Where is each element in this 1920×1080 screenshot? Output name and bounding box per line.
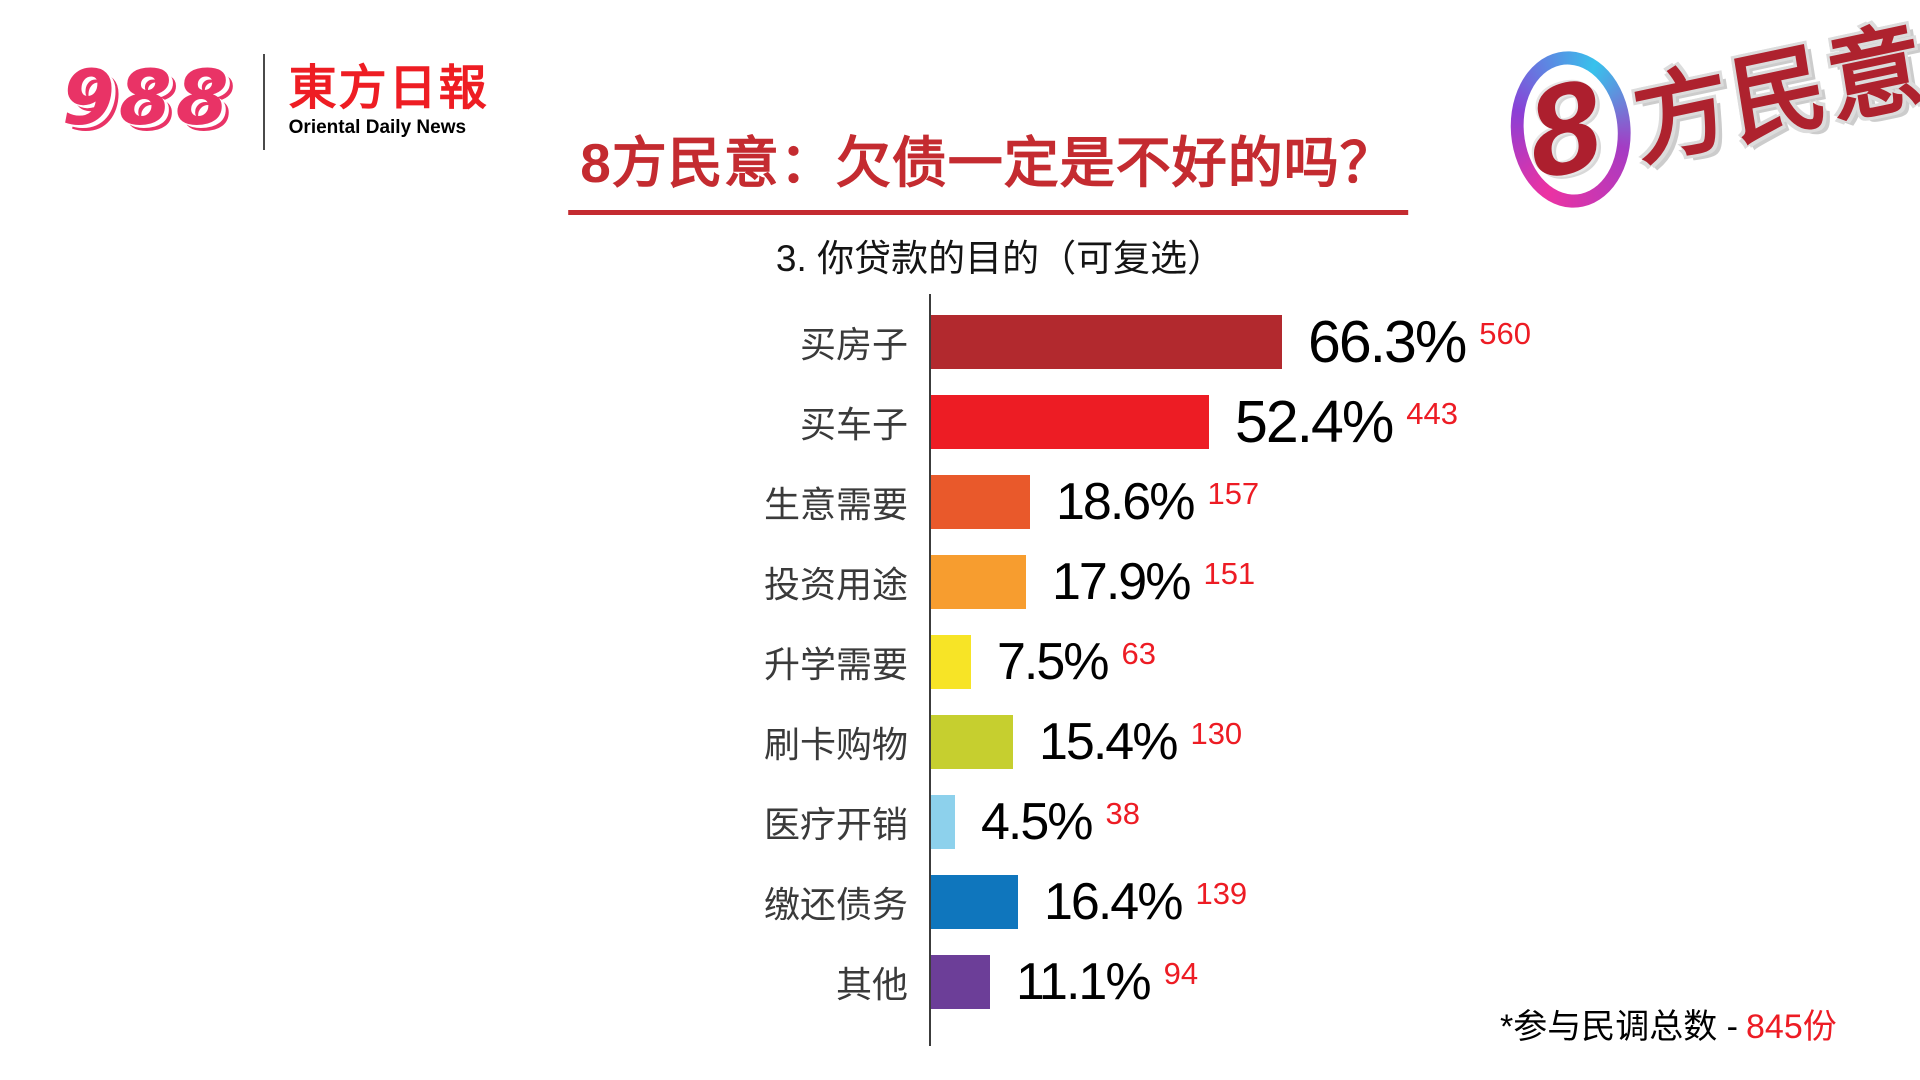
count-label: 63 (1121, 636, 1157, 671)
percent-label: 66.3% (1308, 309, 1467, 375)
bar-chart: 买房子 66.3% 560 买车子 52.4% 443 生意需要 18.6% 157 投资用途 17… (0, 294, 1920, 1046)
category-label: 投资用途 (763, 564, 908, 605)
count-label: 157 (1207, 476, 1260, 511)
chart-row: 买房子 66.3% 560 (0, 302, 1920, 382)
question-title: 3. 你贷款的目的（可复选） (775, 238, 1225, 279)
chart-row: 投资用途 17.9% 151 (0, 542, 1920, 622)
percent-label: 11.1% (1016, 953, 1152, 1011)
chart-row: 升学需要 7.5% 63 (0, 622, 1920, 702)
bar (931, 475, 1030, 529)
bar (931, 955, 990, 1009)
bar (931, 635, 971, 689)
percent-label: 4.5% (981, 793, 1094, 851)
bar (931, 875, 1018, 929)
category-label: 缴还债务 (763, 884, 908, 925)
count-label: 443 (1406, 396, 1459, 431)
chart-rows: 买房子 66.3% 560 买车子 52.4% 443 生意需要 18.6% 157 投资用途 17… (0, 302, 1920, 1022)
footnote: *参与民调总数 -845份 (1500, 999, 1837, 1048)
count-label: 38 (1105, 796, 1141, 831)
chart-row: 生意需要 18.6% 157 (0, 462, 1920, 542)
category-label: 医疗开销 (763, 804, 908, 845)
footnote-value: 845份 (1746, 1008, 1837, 1046)
page-title: 8方民意：欠债一定是不好的吗？ (568, 118, 1408, 215)
count-label: 151 (1203, 556, 1256, 591)
badge-8fangminyi: 8 方民意 (1499, 0, 1920, 220)
count-label: 130 (1190, 716, 1243, 751)
category-label: 刷卡购物 (763, 724, 908, 765)
category-label: 买车子 (799, 404, 908, 445)
category-label: 升学需要 (763, 644, 908, 685)
badge-text: 方民意 (1626, 10, 1920, 179)
badge-number-8: 8 (1499, 39, 1642, 220)
logo-divider (262, 54, 265, 150)
oriental-daily-english: Oriental Daily News (288, 116, 467, 138)
bar (931, 315, 1282, 369)
chart-row: 医疗开销 4.5% 38 (0, 782, 1920, 862)
bar (931, 395, 1209, 449)
oriental-daily-logo: 東方日報 Oriental Daily News (289, 54, 489, 139)
chart-row: 其他 11.1% 94 (0, 942, 1920, 1022)
footnote-label: *参与民调总数 - (1500, 1008, 1738, 1046)
chart-row: 刷卡购物 15.4% 130 (0, 702, 1920, 782)
station-988-logo: 988 (62, 53, 233, 142)
bar (931, 555, 1026, 609)
count-label: 139 (1195, 876, 1248, 911)
oriental-daily-chinese: 東方日報 (288, 60, 489, 116)
chart-row: 缴还债务 16.4% 139 (0, 862, 1920, 942)
percent-label: 15.4% (1039, 713, 1178, 771)
category-label: 其他 (835, 964, 908, 1005)
y-axis-line (929, 294, 931, 1046)
category-label: 买房子 (799, 324, 908, 365)
bar (931, 715, 1013, 769)
percent-label: 18.6% (1056, 473, 1195, 531)
chart-row: 买车子 52.4% 443 (0, 382, 1920, 462)
percent-label: 16.4% (1044, 873, 1183, 931)
bar (931, 795, 955, 849)
percent-label: 17.9% (1052, 553, 1191, 611)
count-label: 560 (1479, 316, 1532, 351)
percent-label: 7.5% (997, 633, 1110, 691)
count-label: 94 (1163, 956, 1199, 991)
header-logos: 988 東方日報 Oriental Daily News (62, 54, 489, 150)
category-label: 生意需要 (763, 484, 908, 525)
percent-label: 52.4% (1235, 389, 1394, 455)
